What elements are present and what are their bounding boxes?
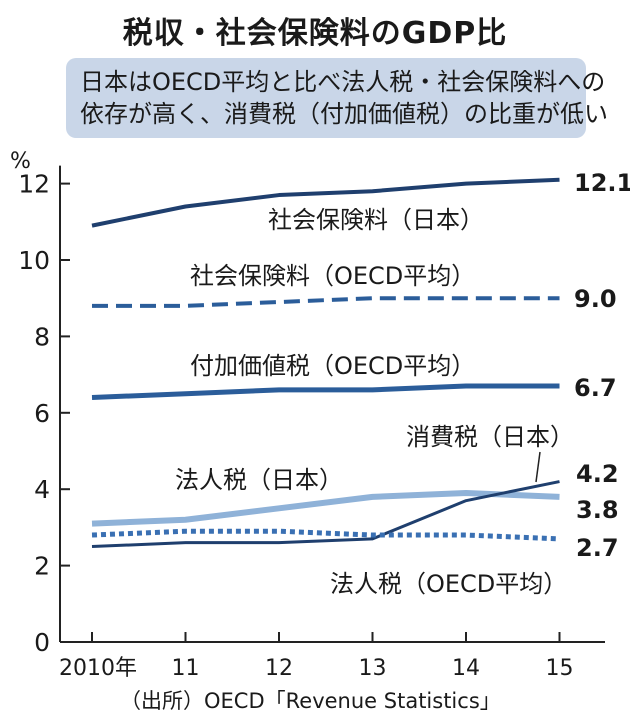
subtitle-line-1: 日本はOECD平均と比べ法人税・社会保険料への <box>80 68 606 96</box>
series-name-label: 社会保険料（OECD平均） <box>190 262 475 290</box>
subtitle-line-2: 依存が高く、消費税（付加価値税）の比重が低い <box>80 100 608 128</box>
x-tick-label: 11 <box>172 656 200 681</box>
end-value-label: 6.7 <box>574 374 617 402</box>
y-unit-label: % <box>10 149 31 174</box>
y-tick-label: 12 <box>18 170 50 199</box>
x-tick-label: 14 <box>452 656 480 681</box>
end-value-label: 12.1 <box>574 169 630 197</box>
y-tick-label: 2 <box>34 552 50 581</box>
series-name-label: 付加価値税（OECD平均） <box>190 352 475 380</box>
x-tick-label: 15 <box>546 656 574 681</box>
y-tick-label: 0 <box>34 628 50 657</box>
series-line-1 <box>92 296 560 308</box>
series-name-label: 法人税（OECD平均） <box>330 570 567 598</box>
x-tick-label: 12 <box>265 656 293 681</box>
source-note: （出所）OECD「Revenue Statistics」 <box>120 689 501 713</box>
series-name-label: 消費税（日本） <box>406 423 574 451</box>
y-tick-label: 6 <box>34 399 50 428</box>
series-line-2 <box>91 383 560 401</box>
leader-line <box>535 451 541 483</box>
y-tick-label: 4 <box>34 475 50 504</box>
x-tick-label: 13 <box>359 656 387 681</box>
end-value-label: 4.2 <box>576 460 619 488</box>
series-line-0 <box>91 177 560 228</box>
subtitle-box: 日本はOECD平均と比べ法人税・社会保険料への 依存が高く、消費税（付加価値税）… <box>66 58 608 138</box>
end-value-label: 3.8 <box>576 496 619 524</box>
series-name-label: 法人税（日本） <box>175 466 343 494</box>
y-tick-label: 10 <box>18 246 50 275</box>
end-value-label: 9.0 <box>574 285 617 313</box>
end-value-label: 2.7 <box>576 534 619 562</box>
chart-title: 税収・社会保険料のGDP比 <box>122 16 508 51</box>
y-tick-label: 8 <box>34 322 50 351</box>
series-line-4 <box>91 480 560 548</box>
series-line-3 <box>91 490 560 527</box>
series-line-5 <box>91 528 560 542</box>
x-tick-label: 2010年 <box>59 656 137 681</box>
series-name-label: 社会保険料（日本） <box>268 206 484 234</box>
